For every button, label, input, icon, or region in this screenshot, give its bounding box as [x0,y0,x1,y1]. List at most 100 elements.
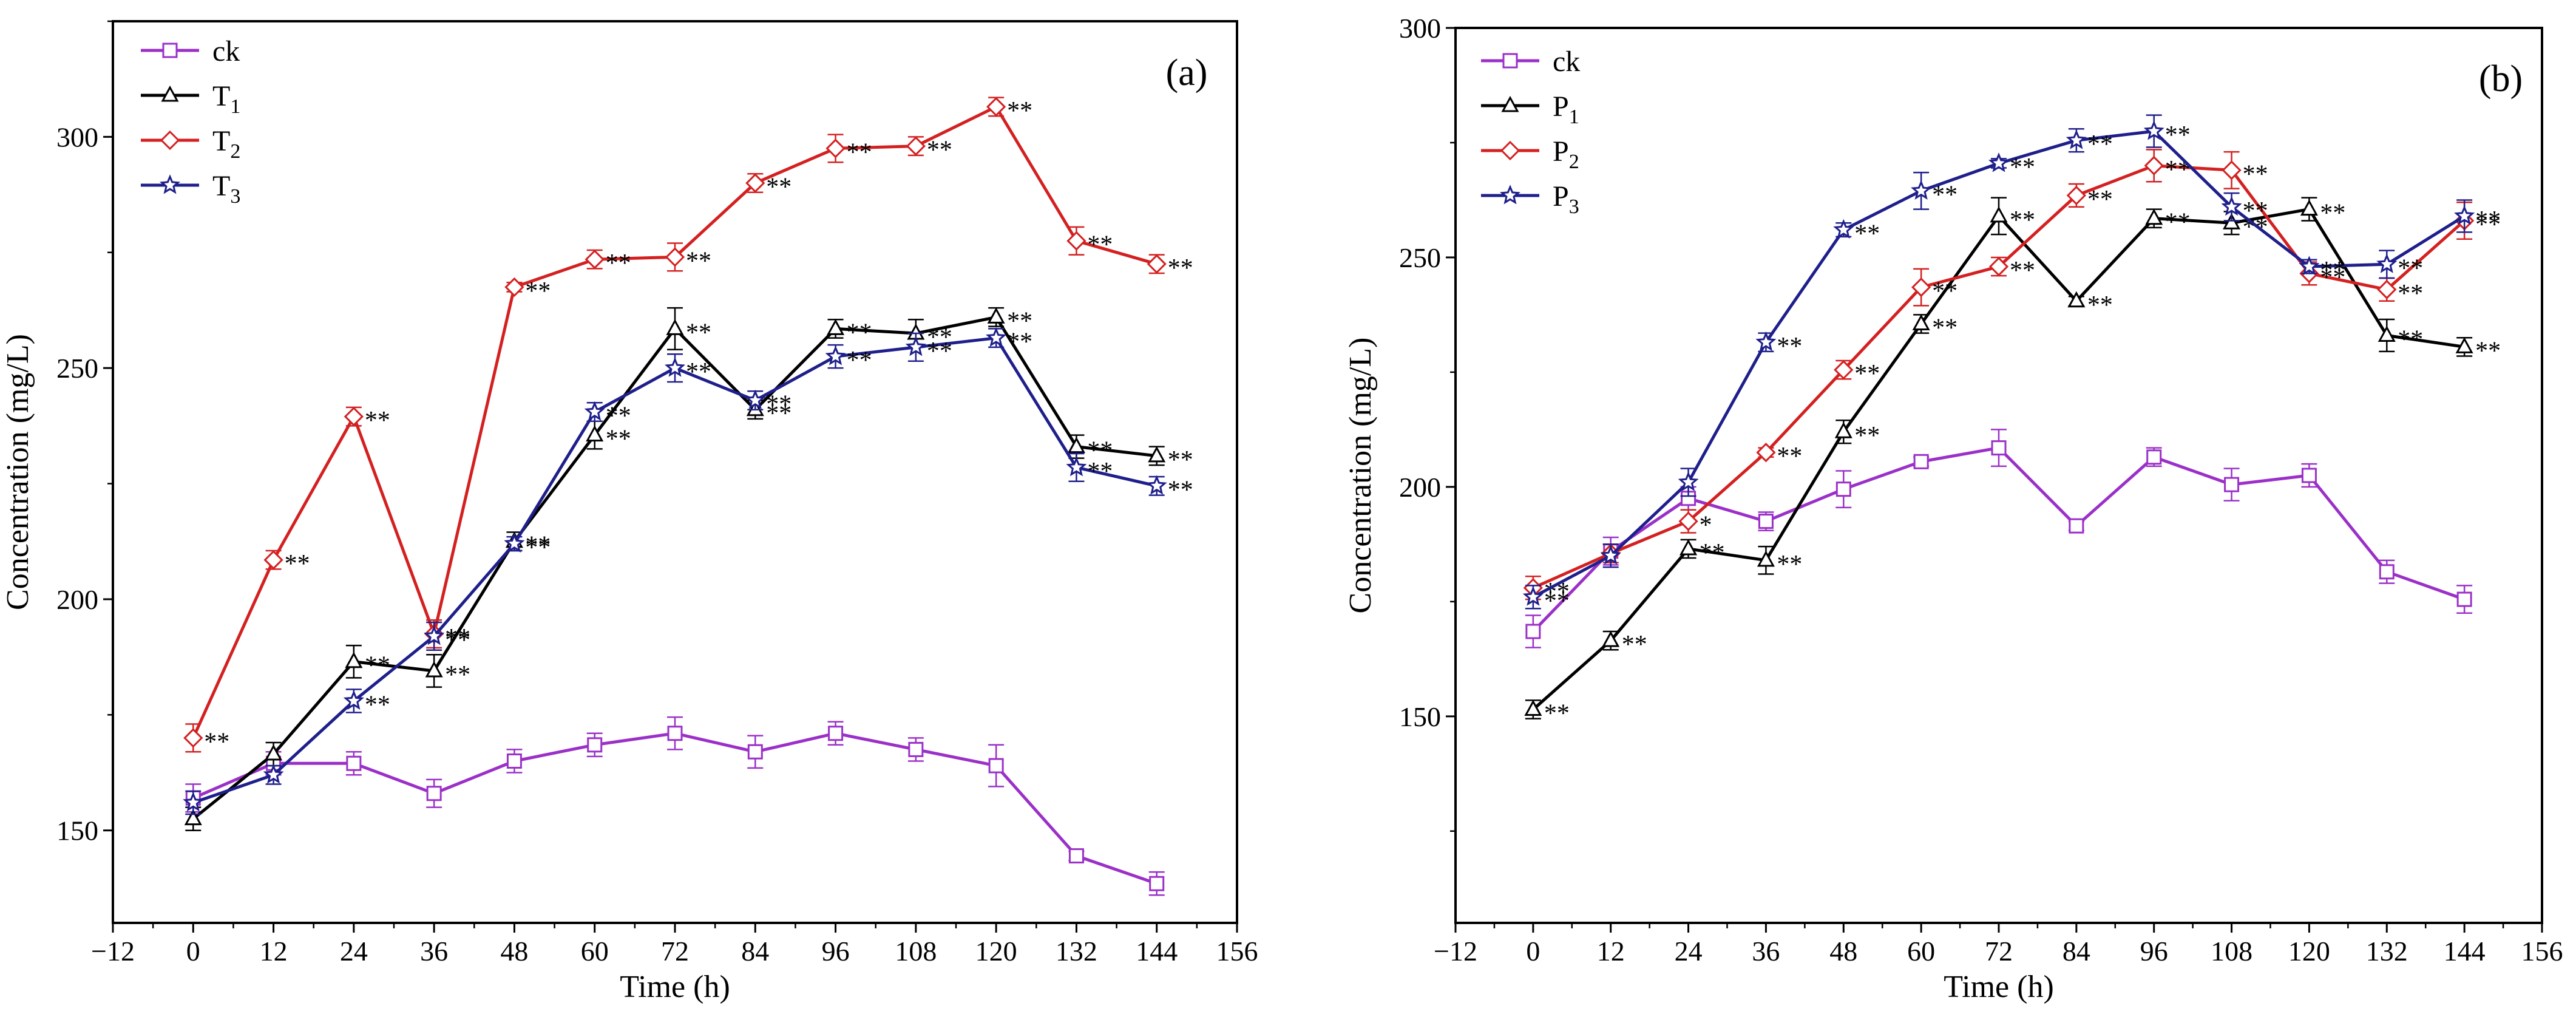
significance-label: * [1700,512,1712,540]
data-point [908,741,924,757]
series-line [192,105,1158,739]
data-point [2144,155,2164,175]
data-point [745,173,765,193]
data-point [1522,586,1544,606]
x-tick-label: 24 [340,936,368,967]
x-tick-label: 108 [895,936,937,967]
data-point [906,136,926,156]
significance-label: ** [1087,458,1113,486]
data-point [2454,205,2475,225]
data-point [2221,196,2242,216]
significance-label: ** [766,390,791,418]
data-point [425,661,443,678]
data-point [506,753,522,769]
data-point [183,792,204,812]
data-point [1678,471,1699,491]
data-point [1524,699,1542,716]
significance-label: ** [204,728,229,756]
x-tick-label: 0 [186,936,200,967]
legend-label-p2: P2 [1553,135,1579,173]
significance-label: ** [606,403,631,430]
legend-label-t3: T3 [212,170,240,208]
plot-frame [112,20,1238,924]
data-point [1068,848,1084,864]
data-point [1990,206,2008,223]
legend-marker [1501,95,1519,112]
y-tick-label: 300 [56,121,98,152]
significance-label: ** [365,691,390,719]
significance-label: ** [1777,443,1802,471]
significance-label: ** [1087,437,1113,465]
data-point [1756,443,1776,463]
data-point [2146,449,2162,465]
x-tick-label: 60 [581,936,609,967]
significance-label: ** [285,550,310,578]
data-point [745,389,766,409]
data-point [2299,256,2320,276]
y-tick-label: 150 [1399,701,1441,732]
x-tick-label: 60 [1907,936,1935,967]
legend-marker [1499,185,1521,205]
significance-label: ** [1932,181,1957,209]
significance-label: ** [1007,97,1032,125]
significance-label: ** [1007,328,1032,356]
significance-label: ** [1544,700,1570,728]
x-axis-label: Time (h) [620,970,730,1004]
data-point [2300,199,2318,216]
legend-marker [160,130,180,151]
x-tick-label: 0 [1526,936,1540,967]
x-tick-label: 96 [2140,936,2168,967]
x-tick-label: 24 [1675,936,1703,967]
data-point [2378,325,2396,342]
data-point [2066,185,2086,206]
y-tick-label: 200 [56,584,98,615]
data-point [2069,518,2084,534]
data-point [343,690,364,710]
data-point [1146,475,1167,495]
significance-label: ** [2010,206,2035,234]
data-point [1758,514,1774,529]
significance-label: ** [2398,325,2423,353]
data-point [2223,213,2241,230]
x-tick-label: 12 [1597,936,1625,967]
data-point [504,532,525,553]
data-point [665,247,685,267]
data-point [344,406,364,427]
x-tick-label: 132 [2366,936,2408,967]
data-point [825,345,846,366]
x-tick-label: 48 [1829,936,1857,967]
data-point [1757,550,1775,567]
series-ck [1525,429,2473,648]
legend-marker [162,43,178,58]
data-point [827,319,845,335]
x-tick-label: 72 [661,936,689,967]
x-tick-label: 36 [420,936,448,967]
data-point [1991,440,2007,456]
legend-marker [1502,53,1518,69]
data-point [1525,624,1541,639]
x-tick-label: 84 [741,936,769,967]
data-point [905,336,926,356]
significance-label: ** [1854,220,1880,248]
panel-label: (a) [1166,52,1208,94]
y-axis-label: Concentration (mg/L) [1,334,35,610]
y-tick-label: 250 [56,353,98,384]
data-point [747,744,763,760]
significance-label: ** [2475,337,2501,365]
x-tick-label: −12 [91,936,135,967]
x-axis-label: Time (h) [1944,970,2054,1004]
legend-marker [159,174,181,194]
data-point [263,550,283,570]
x-tick-label: 96 [822,936,850,967]
data-point [1913,454,1929,469]
significance-label: ** [1087,231,1113,259]
legend-label-t1: T1 [212,80,240,118]
data-point [585,250,605,270]
series-p3: ************ ****** **** [1522,114,2501,615]
significance-label: ** [2165,121,2191,149]
data-point [1148,446,1166,463]
significance-label: ** [927,137,952,165]
data-point [184,809,202,826]
x-tick-label: 120 [2288,936,2330,967]
y-tick-label: 300 [1399,13,1441,44]
